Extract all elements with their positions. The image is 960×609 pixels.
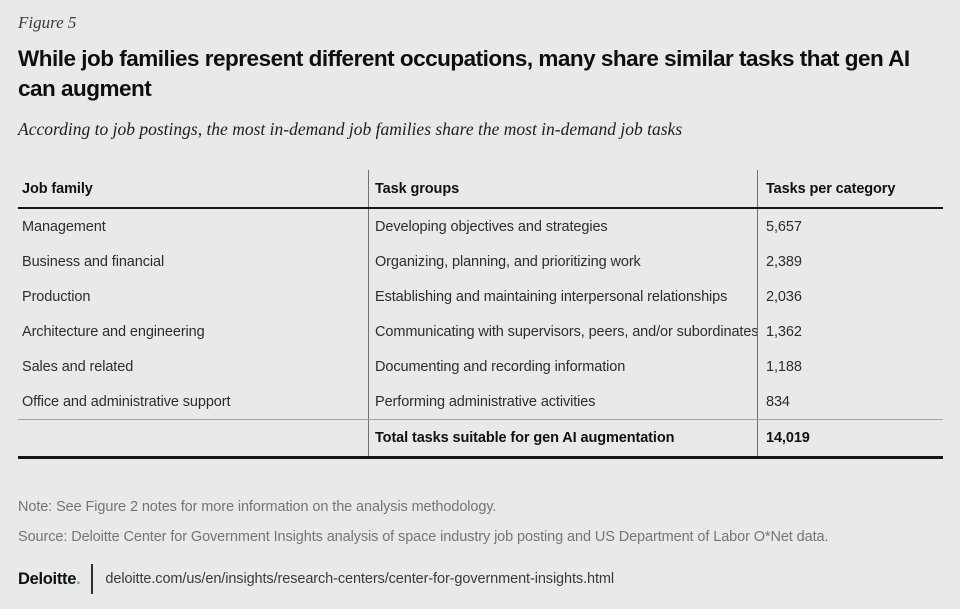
cell-task-group: Establishing and maintaining interperson… xyxy=(368,279,757,314)
cell-task-count: 2,389 xyxy=(757,244,943,279)
cell-task-count: 2,036 xyxy=(757,279,943,314)
note-text: Note: See Figure 2 notes for more inform… xyxy=(18,499,497,515)
cell-task-count: 834 xyxy=(757,384,943,419)
cell-task-group: Developing objectives and strategies xyxy=(368,209,757,244)
cell-task-group: Organizing, planning, and prioritizing w… xyxy=(368,244,757,279)
table-row: Production Establishing and maintaining … xyxy=(18,279,943,314)
cell-job-family: Office and administrative support xyxy=(22,393,231,410)
cell-task-count: 5,657 xyxy=(757,209,943,244)
job-families-table: Job family Task groups Tasks per categor… xyxy=(18,170,943,459)
cell-job-family: Production xyxy=(22,288,91,305)
footer-url: deloitte.com/us/en/insights/research-cen… xyxy=(105,571,614,587)
footer-divider xyxy=(91,564,94,594)
deloitte-wordmark: Deloitte xyxy=(18,569,77,588)
deloitte-logo: Deloitte. xyxy=(18,569,81,589)
cell-task-group: Documenting and recording information xyxy=(368,349,757,384)
table-row: Architecture and engineering Communicati… xyxy=(18,314,943,349)
cell-task-count: 1,188 xyxy=(757,349,943,384)
column-header-tasks-per-category: Tasks per category xyxy=(757,170,943,207)
table-row: Management Developing objectives and str… xyxy=(18,209,943,244)
cell-task-group: Performing administrative activities xyxy=(368,384,757,419)
cell-empty xyxy=(18,420,368,456)
table-row: Office and administrative support Perfor… xyxy=(18,384,943,419)
column-header-job-family: Job family xyxy=(22,180,93,197)
figure-subtitle: According to job postings, the most in-d… xyxy=(18,119,683,139)
cell-task-group: Communicating with supervisors, peers, a… xyxy=(368,314,757,349)
table-header-row: Job family Task groups Tasks per categor… xyxy=(18,170,943,209)
cell-total-label: Total tasks suitable for gen AI augmenta… xyxy=(368,420,757,456)
cell-job-family: Management xyxy=(22,218,106,235)
cell-job-family: Sales and related xyxy=(22,358,134,375)
table-row: Business and financial Organizing, plann… xyxy=(18,244,943,279)
cell-job-family: Architecture and engineering xyxy=(22,323,205,340)
table-row: Sales and related Documenting and record… xyxy=(18,349,943,384)
footer: Deloitte. deloitte.com/us/en/insights/re… xyxy=(18,564,943,594)
cell-job-family: Business and financial xyxy=(22,253,165,270)
cell-total-value: 14,019 xyxy=(757,420,943,456)
deloitte-green-dot: . xyxy=(76,569,81,588)
figure-label: Figure 5 xyxy=(18,13,77,32)
figure-title: While job families represent different o… xyxy=(18,46,910,101)
table-total-row: Total tasks suitable for gen AI augmenta… xyxy=(18,419,943,456)
cell-task-count: 1,362 xyxy=(757,314,943,349)
source-text: Source: Deloitte Center for Government I… xyxy=(18,529,829,545)
column-header-task-groups: Task groups xyxy=(368,170,757,207)
